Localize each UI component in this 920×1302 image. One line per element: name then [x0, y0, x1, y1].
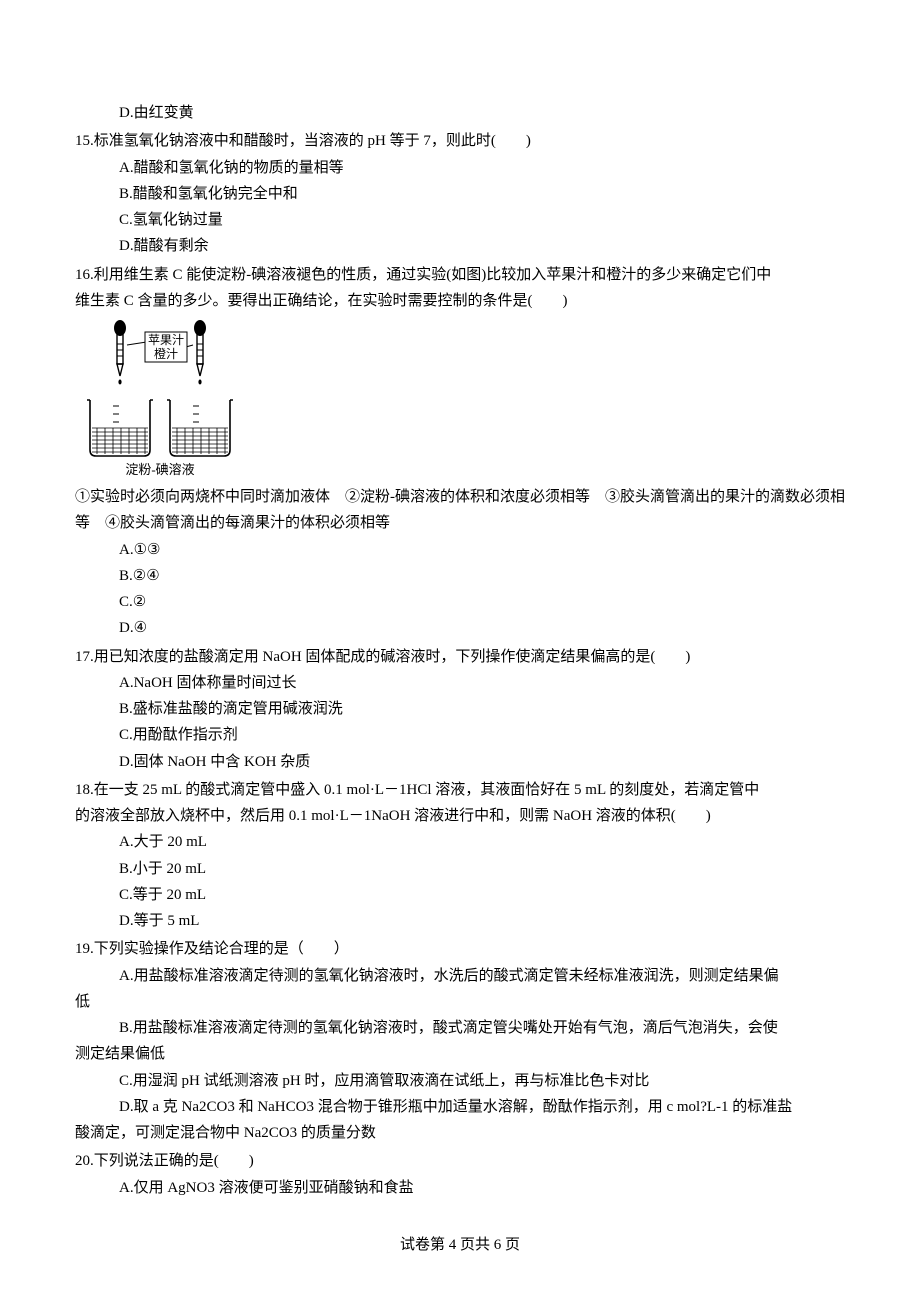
q17-option-c: C.用酚酞作指示剂: [75, 722, 845, 748]
q18-stem-line2: 的溶液全部放入烧杯中，然后用 0.1 mol·L－1NaOH 溶液进行中和，则需…: [75, 803, 845, 829]
q19-option-b-line1: B.用盐酸标准溶液滴定待测的氢氧化钠溶液时，酸式滴定管尖嘴处开始有气泡，滴后气泡…: [75, 1015, 845, 1041]
q16-conditions: ①实验时必须向两烧杯中同时滴加液体 ②淀粉-碘溶液的体积和浓度必须相等 ③胶头滴…: [75, 484, 845, 537]
q17-option-a: A.NaOH 固体称量时间过长: [75, 670, 845, 696]
page: D.由红变黄 15.标准氢氧化钠溶液中和醋酸时，当溶液的 pH 等于 7，则此时…: [0, 0, 920, 1302]
q20-option-a: A.仅用 AgNO3 溶液便可鉴别亚硝酸钠和食盐: [75, 1175, 845, 1201]
q15-stem: 15.标准氢氧化钠溶液中和醋酸时，当溶液的 pH 等于 7，则此时( ): [75, 128, 845, 154]
q16-option-a: A.①③: [75, 537, 845, 563]
q18-option-b: B.小于 20 mL: [75, 856, 845, 882]
beaker-diagram-svg: 苹果汁 橙汁: [75, 320, 265, 480]
diagram-label-apple: 苹果汁: [148, 333, 184, 347]
q19-option-d-line2: 酸滴定，可测定混合物中 Na2CO3 的质量分数: [75, 1120, 845, 1146]
q16-option-b: B.②④: [75, 563, 845, 589]
q19-option-c: C.用湿润 pH 试纸测溶液 pH 时，应用滴管取液滴在试纸上，再与标准比色卡对…: [75, 1068, 845, 1094]
q18-option-d: D.等于 5 mL: [75, 908, 845, 934]
q17-option-d: D.固体 NaOH 中含 KOH 杂质: [75, 749, 845, 775]
q15-option-b: B.醋酸和氢氧化钠完全中和: [75, 181, 845, 207]
q15-option-d: D.醋酸有剩余: [75, 233, 845, 259]
q15-option-c: C.氢氧化钠过量: [75, 207, 845, 233]
q20-stem: 20.下列说法正确的是( ): [75, 1148, 845, 1174]
q18-stem-line1: 18.在一支 25 mL 的酸式滴定管中盛入 0.1 mol·L－1HCl 溶液…: [75, 777, 845, 803]
diagram-label-orange: 橙汁: [154, 346, 178, 361]
diagram-caption: 淀粉-碘溶液: [125, 462, 194, 477]
q16-stem-line1: 16.利用维生素 C 能使淀粉-碘溶液褪色的性质，通过实验(如图)比较加入苹果汁…: [75, 262, 845, 288]
q14-option-d: D.由红变黄: [75, 100, 845, 126]
q16-stem-line2: 维生素 C 含量的多少。要得出正确结论，在实验时需要控制的条件是( ): [75, 288, 845, 314]
q19-option-b-line2: 测定结果偏低: [75, 1041, 845, 1067]
q16-option-d: D.④: [75, 615, 845, 641]
q17-option-b: B.盛标准盐酸的滴定管用碱液润洗: [75, 696, 845, 722]
q19-option-a-line1: A.用盐酸标准溶液滴定待测的氢氧化钠溶液时，水洗后的酸式滴定管未经标准液润洗，则…: [75, 963, 845, 989]
page-footer: 试卷第 4 页共 6 页: [0, 1232, 920, 1258]
q16-diagram: 苹果汁 橙汁: [75, 320, 845, 480]
q16-option-c: C.②: [75, 589, 845, 615]
q19-option-a-line2: 低: [75, 989, 845, 1015]
q19-option-d-line1: D.取 a 克 Na2CO3 和 NaHCO3 混合物于锥形瓶中加适量水溶解，酚…: [75, 1094, 845, 1120]
q19-stem: 19.下列实验操作及结论合理的是（ ）: [75, 936, 845, 962]
q15-option-a: A.醋酸和氢氧化钠的物质的量相等: [75, 155, 845, 181]
q17-stem: 17.用已知浓度的盐酸滴定用 NaOH 固体配成的碱溶液时，下列操作使滴定结果偏…: [75, 644, 845, 670]
q18-option-a: A.大于 20 mL: [75, 829, 845, 855]
q18-option-c: C.等于 20 mL: [75, 882, 845, 908]
